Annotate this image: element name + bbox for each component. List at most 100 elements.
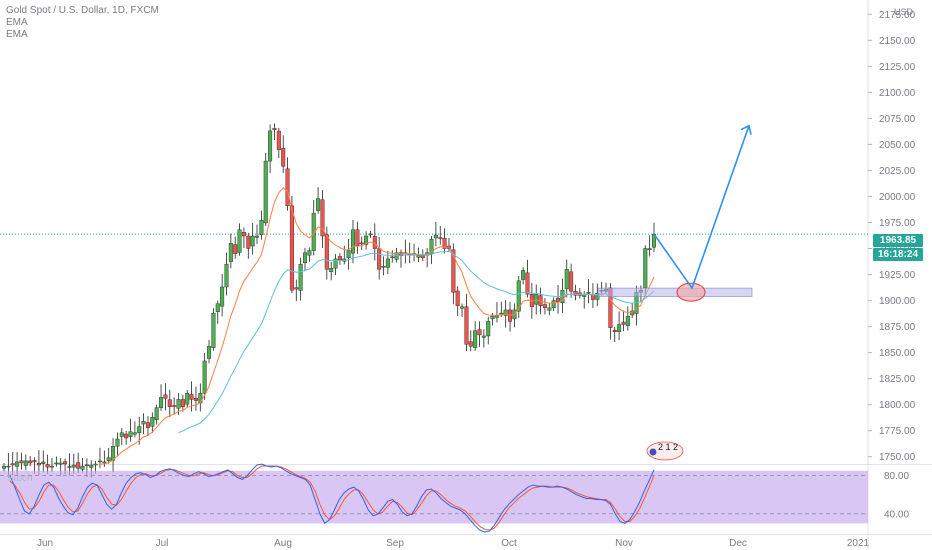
last-price-tag: 1963.85 [873,234,923,247]
candle-body [377,248,382,270]
candle-body [359,242,364,245]
candle-body [346,250,351,258]
candle-body [534,294,539,305]
candle-body [350,229,355,254]
candle-body [124,433,129,439]
countdown-tag: 16:18:24 [873,248,923,261]
stoch-label[interactable]: Stoch [7,473,33,484]
candle-body [564,269,569,290]
candle-body [272,128,277,131]
candle-body [320,199,325,237]
time-tick-label: Jun [37,538,53,549]
time-tick-label: Sep [386,538,404,549]
candle-body [268,130,273,162]
candle-body [15,461,20,467]
candle-body [337,256,342,261]
price-tick-label: 1800.00 [879,400,916,411]
candle-body [259,220,264,235]
candle-body [486,321,491,337]
time-tick-label: Jul [156,538,169,549]
price-tick-label: 2125.00 [879,62,916,73]
candle-body [542,304,547,309]
candle-body [54,462,59,465]
stoch-k-line [9,463,655,533]
candle-body [281,148,286,167]
candle-body [289,205,294,291]
candle-body [49,465,54,468]
candle-body [381,266,386,268]
symbol-title[interactable]: Gold Spot / U.S. Dollar, 1D, FXCM [6,5,159,16]
candle-body [316,198,321,211]
candle-body [473,330,478,348]
candle-body [36,462,41,466]
event-badge: 2 1 2 [646,441,684,461]
candle-body [385,258,390,268]
candle-body [625,315,630,326]
candle-body [460,306,465,309]
ema-label-1[interactable]: EMA [6,17,28,28]
candle-body [250,235,255,247]
price-tick-label: 2150.00 [879,36,916,47]
candle-body [516,280,521,312]
stoch-d-line [9,465,655,531]
price-tick-label: 1875.00 [879,322,916,333]
ema-label-2[interactable]: EMA [6,29,28,40]
candle-body [193,398,198,401]
price-tick-label: 2050.00 [879,140,916,151]
stoch-band [0,470,868,524]
candle-body [647,248,652,250]
price-tick-label: 2000.00 [879,192,916,203]
candles [2,123,657,479]
price-tick-label: 1750.00 [879,452,916,463]
candle-body [220,286,225,307]
candle-body [176,399,181,409]
candle-body [202,360,207,394]
candle-body [23,460,28,466]
projection-arrow [653,125,750,290]
candle-body [84,464,89,467]
us-flag-icon [649,448,657,456]
candle-body [451,249,456,293]
candle-body [630,310,635,316]
candle-body [6,465,11,468]
time-tick-label: Aug [274,538,292,549]
candle-body [276,130,281,150]
candle-body [643,248,648,288]
price-tick-label: 1775.00 [879,426,916,437]
candle-body [547,307,552,311]
candle-body [621,321,626,325]
candle-body [185,393,190,405]
candle-body [324,234,329,270]
candle-body [207,346,212,359]
candle-body [394,252,399,260]
candle-body [41,461,46,464]
candle-body [159,397,164,408]
target-circle [676,282,706,302]
candle-body [102,461,107,464]
candle-body [442,237,447,249]
candle-body [228,243,233,262]
price-tick-label: 2100.00 [879,88,916,99]
candle-body [237,229,242,253]
candle-body [468,341,473,347]
candle-body [119,432,124,437]
candle-body [464,306,469,345]
candle-body [311,212,316,251]
candle-body [263,160,268,224]
candle-body [438,237,443,239]
event-badge-text: 2 1 2 [658,442,678,452]
candle-body [298,263,303,291]
candle-body [172,405,177,407]
candle-body [569,271,574,292]
candle-body [115,438,120,447]
candle-body [307,250,312,256]
candle-body [329,268,334,273]
candle-body [150,416,155,427]
event-badge-bg [646,441,684,461]
candle-body [141,421,146,425]
candle-body [93,463,98,466]
candle-body [128,431,133,437]
candle-body [137,426,142,433]
candle-body [32,460,37,463]
